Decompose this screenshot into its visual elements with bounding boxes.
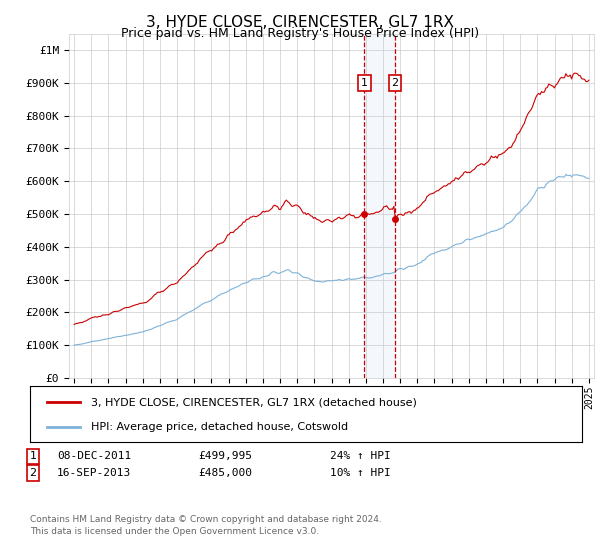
Text: 2: 2	[29, 468, 37, 478]
Text: 24% ↑ HPI: 24% ↑ HPI	[330, 451, 391, 461]
Text: £485,000: £485,000	[198, 468, 252, 478]
Text: HPI: Average price, detached house, Cotswold: HPI: Average price, detached house, Cots…	[91, 422, 348, 432]
Text: 2: 2	[392, 78, 399, 88]
Text: 16-SEP-2013: 16-SEP-2013	[57, 468, 131, 478]
Text: 3, HYDE CLOSE, CIRENCESTER, GL7 1RX: 3, HYDE CLOSE, CIRENCESTER, GL7 1RX	[146, 15, 454, 30]
Bar	[364, 34, 395, 378]
Text: 3, HYDE CLOSE, CIRENCESTER, GL7 1RX (detached house): 3, HYDE CLOSE, CIRENCESTER, GL7 1RX (det…	[91, 397, 416, 407]
Text: This data is licensed under the Open Government Licence v3.0.: This data is licensed under the Open Gov…	[30, 528, 319, 536]
Text: Price paid vs. HM Land Registry's House Price Index (HPI): Price paid vs. HM Land Registry's House …	[121, 27, 479, 40]
Text: 1: 1	[361, 78, 368, 88]
Text: 08-DEC-2011: 08-DEC-2011	[57, 451, 131, 461]
Text: 1: 1	[29, 451, 37, 461]
Text: 10% ↑ HPI: 10% ↑ HPI	[330, 468, 391, 478]
Text: Contains HM Land Registry data © Crown copyright and database right 2024.: Contains HM Land Registry data © Crown c…	[30, 515, 382, 524]
Text: £499,995: £499,995	[198, 451, 252, 461]
